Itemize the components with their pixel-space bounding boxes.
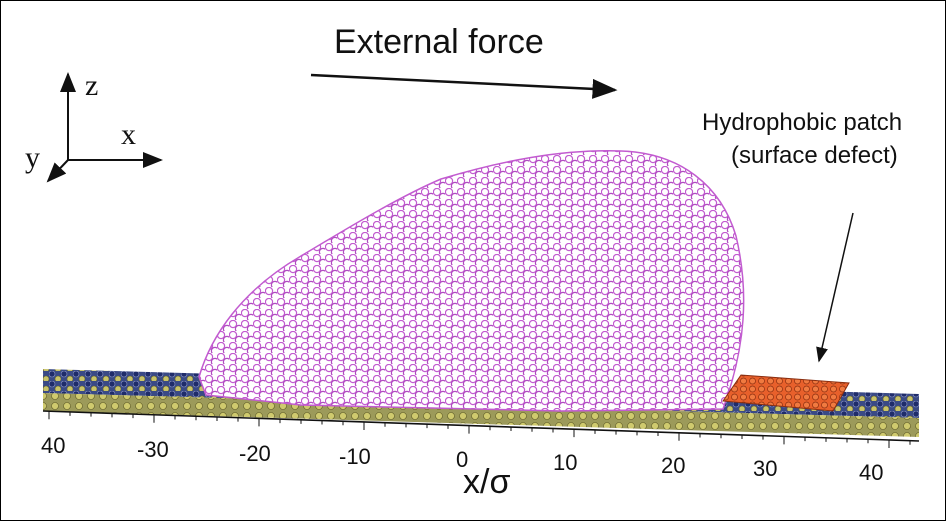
triad-z-label: z <box>85 69 99 102</box>
droplet <box>198 150 745 412</box>
tick-label: -10 <box>339 444 371 469</box>
patch-pointer-arrow <box>816 212 854 363</box>
tick-label: 20 <box>661 453 686 478</box>
tick-label: 30 <box>753 456 778 481</box>
axis-tick-marks <box>48 411 911 448</box>
tick-label: 0 <box>456 447 469 472</box>
external-force-label: External force <box>334 23 544 61</box>
triad-x-label: x <box>121 118 136 151</box>
tick-label: 10 <box>553 450 578 475</box>
tick-label: -30 <box>137 437 169 462</box>
y-axis-arrow <box>46 159 69 183</box>
tick-label: 40 <box>859 460 884 485</box>
axis-line <box>42 410 920 442</box>
patch-annotation-subtitle: (surface defect) <box>731 142 898 169</box>
tick-label: 40 <box>41 433 66 458</box>
patch-annotation-title: Hydrophobic patch <box>702 109 903 136</box>
external-force-arrow <box>310 73 618 99</box>
triad-y-label: y <box>25 141 40 174</box>
substrate-front <box>43 393 919 437</box>
hydrophobic-patch <box>722 374 850 412</box>
tick-label: -20 <box>239 441 271 466</box>
axis-label: x/σ <box>463 463 511 501</box>
